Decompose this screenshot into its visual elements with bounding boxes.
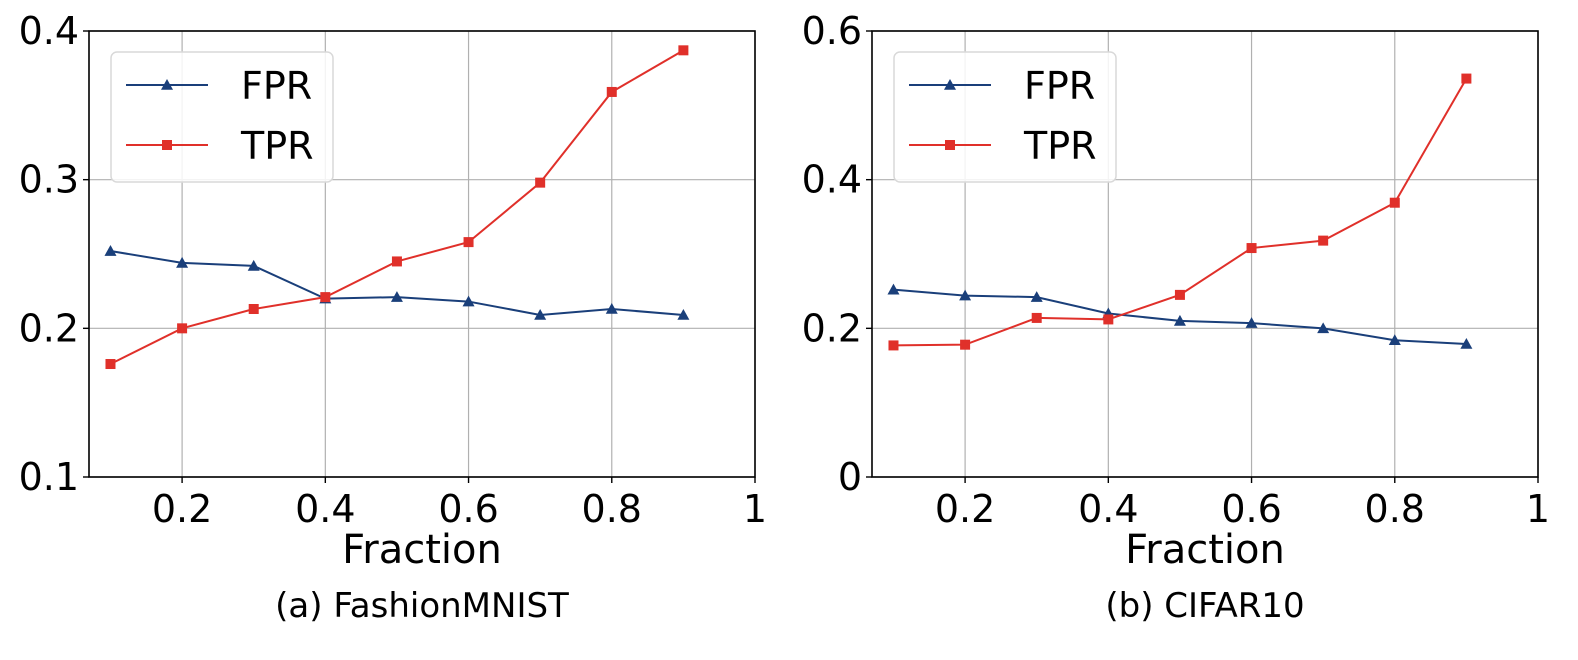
legend-label: FPR <box>1024 64 1095 108</box>
legend-entry-fpr: FPR <box>909 64 1095 108</box>
fpr-point <box>1173 314 1186 326</box>
chart-caption: (b) CIFAR10 <box>1105 586 1304 626</box>
x-tick-label: 0.4 <box>1078 487 1138 531</box>
fpr-point <box>247 259 260 271</box>
x-tick-label: 0.2 <box>152 487 212 531</box>
x-axis-label: Fraction <box>342 527 502 573</box>
series-fpr <box>104 245 690 320</box>
fpr-point <box>959 289 972 301</box>
legend: FPR TPR <box>893 51 1117 183</box>
tpr-point <box>678 45 689 56</box>
tpr-point <box>248 304 259 315</box>
chart-caption: (a) FashionMNIST <box>275 586 569 626</box>
tick-labels: 0.2 0.4 0.6 0.8 1 0.1 0.2 0.3 0.4 <box>19 9 768 531</box>
legend-label: FPR <box>241 64 312 108</box>
x-tick-label: 0.2 <box>935 487 995 531</box>
y-tick-label: 0.2 <box>19 306 79 350</box>
fpr-point <box>677 308 690 320</box>
tpr-point <box>1318 235 1329 246</box>
legend-marker <box>161 79 173 90</box>
legend-marker <box>162 140 172 150</box>
legend-entry-tpr: TPR <box>126 124 314 168</box>
plot-frame <box>88 30 756 478</box>
tpr-point <box>1103 314 1114 325</box>
legend-entry-fpr: FPR <box>126 64 312 108</box>
fpr-point <box>176 256 189 268</box>
legend-label: TPR <box>1023 124 1097 168</box>
series-fpr <box>887 283 1473 349</box>
legend: FPR TPR <box>110 51 334 183</box>
legend-label: TPR <box>240 124 314 168</box>
y-tick-label: 0.2 <box>802 306 862 350</box>
panel-cifar10: 0.2 0.4 0.6 0.8 1 0 0.2 0.4 0.6 Fraction (b) CIF… <box>802 9 1551 626</box>
tpr-point <box>535 177 546 188</box>
tpr-point <box>391 256 402 267</box>
tpr-point <box>177 323 188 334</box>
legend-marker <box>945 140 955 150</box>
y-tick-label: 0.4 <box>19 9 79 53</box>
fpr-point <box>390 291 403 302</box>
x-tick-label: 0.4 <box>295 487 355 531</box>
tpr-point <box>888 340 899 351</box>
y-tick-label: 0.4 <box>802 158 862 202</box>
tpr-point <box>320 292 331 303</box>
tpr-point <box>1031 312 1042 323</box>
y-tick-label: 0.1 <box>19 455 79 499</box>
fpr-point <box>462 295 475 307</box>
x-tick-label: 1 <box>743 487 767 531</box>
x-tick-label: 0.8 <box>1365 487 1425 531</box>
x-axis-label: Fraction <box>1125 527 1285 573</box>
fpr-point <box>1460 337 1473 349</box>
tpr-point <box>463 237 474 248</box>
legend-marker <box>944 79 956 90</box>
fpr-point <box>887 283 900 295</box>
tpr-point <box>1461 73 1472 84</box>
tpr-point <box>1389 197 1400 208</box>
legend-entry-tpr: TPR <box>909 124 1097 168</box>
series-tpr <box>888 73 1472 351</box>
y-tick-label: 0.6 <box>802 9 862 53</box>
fpr-point <box>1317 322 1330 334</box>
x-tick-label: 0.6 <box>438 487 498 531</box>
tpr-point <box>1246 243 1257 254</box>
fpr-point <box>605 303 618 314</box>
tpr-point <box>105 359 116 370</box>
panel-fashionmnist: 0.2 0.4 0.6 0.8 1 0.1 0.2 0.3 0.4 Fraction (a) F… <box>19 9 768 626</box>
tpr-point <box>1174 289 1185 300</box>
x-tick-label: 0.8 <box>582 487 642 531</box>
x-tick-label: 0.6 <box>1221 487 1281 531</box>
x-tick-label: 1 <box>1526 487 1550 531</box>
fpr-point <box>104 245 117 256</box>
tpr-point <box>960 339 971 350</box>
plot-frame <box>871 30 1539 478</box>
fpr-point <box>1245 317 1258 328</box>
fpr-point <box>1030 291 1043 302</box>
y-tick-label: 0 <box>838 455 862 499</box>
fpr-point <box>534 308 547 320</box>
tick-labels: 0.2 0.4 0.6 0.8 1 0 0.2 0.4 0.6 <box>802 9 1551 531</box>
tpr-point <box>606 86 617 97</box>
series-layer <box>887 73 1473 351</box>
y-tick-label: 0.3 <box>19 158 79 202</box>
series-tpr <box>105 45 689 370</box>
series-layer <box>104 45 690 370</box>
fpr-point <box>1388 334 1401 346</box>
